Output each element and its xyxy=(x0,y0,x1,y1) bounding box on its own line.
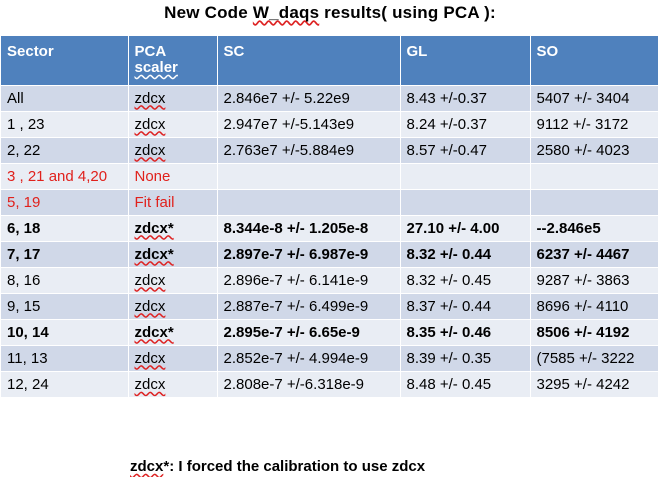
table-row: 3 , 21 and 4,20 None xyxy=(1,163,658,189)
header-pca-scaler: PCA scaler xyxy=(128,36,218,85)
cell-so xyxy=(530,189,658,215)
table-row: 7, 17 zdcx* 2.897e-7 +/- 6.987e-9 8.32 +… xyxy=(1,241,658,267)
cell-sector: 5, 19 xyxy=(1,189,129,215)
footnote-term: zdcx xyxy=(130,458,164,475)
cell-sector: 1 , 23 xyxy=(1,111,129,137)
cell-sector: 7, 17 xyxy=(1,241,129,267)
cell-sc xyxy=(217,189,401,215)
cell-sector: 2, 22 xyxy=(1,137,129,163)
header-sc: SC xyxy=(217,36,401,85)
cell-sc: 2.895e-7 +/- 6.65e-9 xyxy=(217,319,401,345)
table-row: 8, 16 zdcx 2.896e-7 +/- 6.141e-9 8.32 +/… xyxy=(1,267,658,293)
cell-gl: 8.43 +/-0.37 xyxy=(400,85,531,111)
table-row: 6, 18 zdcx* 8.344e-8 +/- 1.205e-8 27.10 … xyxy=(1,215,658,241)
cell-so: 6237 +/- 4467 xyxy=(536,245,630,263)
footnote: zdcx*: I forced the calibration to use z… xyxy=(130,458,425,475)
cell-so: 3295 +/- 4242 xyxy=(536,375,630,393)
cell-pca: Fit fail xyxy=(128,189,218,215)
cell-so: 9112 +/- 3172 xyxy=(536,115,629,133)
header-row: Sector PCA scaler SC GL SO xyxy=(1,36,658,85)
cell-sc: 2.808e-7 +/-6.318e-9 xyxy=(217,371,401,397)
cell-pca: zdcx* xyxy=(128,241,218,267)
table-row: 9, 15 zdcx 2.887e-7 +/- 6.499e-9 8.37 +/… xyxy=(1,293,658,319)
cell-sc: 2.887e-7 +/- 6.499e-9 xyxy=(217,293,401,319)
cell-pca: zdcx xyxy=(128,345,218,371)
cell-pca: zdcx xyxy=(128,267,218,293)
cell-gl: 8.57 +/-0.47 xyxy=(400,137,531,163)
cell-gl: 8.24 +/-0.37 xyxy=(400,111,531,137)
cell-so: 2580 +/- 4023 xyxy=(536,141,630,159)
table-row: 1 , 23 zdcx 2.947e7 +/-5.143e9 8.24 +/-0… xyxy=(1,111,658,137)
cell-sector: 6, 18 xyxy=(1,215,129,241)
header-pca-line1: PCA xyxy=(134,43,167,60)
cell-gl: 8.35 +/- 0.46 xyxy=(400,319,531,345)
header-sector: Sector xyxy=(1,36,129,85)
cell-gl: 8.39 +/- 0.35 xyxy=(400,345,531,371)
header-so: SO xyxy=(536,43,559,60)
header-gl: GL xyxy=(400,36,531,85)
table-row: 11, 13 zdcx 2.852e-7 +/- 4.994e-9 8.39 +… xyxy=(1,345,658,371)
cell-sector: 9, 15 xyxy=(1,293,129,319)
table-row: 5, 19 Fit fail xyxy=(1,189,658,215)
cell-pca: zdcx xyxy=(128,293,218,319)
cell-sector: 8, 16 xyxy=(1,267,129,293)
table-row: 10, 14 zdcx* 2.895e-7 +/- 6.65e-9 8.35 +… xyxy=(1,319,658,345)
cell-sector: 12, 24 xyxy=(1,371,129,397)
cell-sc: 2.852e-7 +/- 4.994e-9 xyxy=(217,345,401,371)
footnote-text: *: I forced the calibration to use zdcx xyxy=(163,458,426,475)
cell-gl: 8.32 +/- 0.45 xyxy=(400,267,531,293)
page-title: New Code W_daqs results( using PCA ): xyxy=(0,3,660,23)
cell-sc xyxy=(217,163,401,189)
header-pca-line2: scaler xyxy=(134,59,178,76)
cell-pca: zdcx xyxy=(128,371,218,397)
cell-sc: 2.763e7 +/-5.884e9 xyxy=(217,137,401,163)
cell-gl: 8.48 +/- 0.45 xyxy=(400,371,531,397)
cell-pca: zdcx xyxy=(128,137,218,163)
cell-sc: 2.947e7 +/-5.143e9 xyxy=(217,111,401,137)
title-prefix: New Code xyxy=(164,3,253,22)
cell-pca: zdcx xyxy=(128,85,218,111)
cell-pca: zdcx xyxy=(128,111,218,137)
cell-gl: 8.32 +/- 0.44 xyxy=(400,241,531,267)
title-code-name: W_daqs xyxy=(252,3,320,22)
cell-gl: 8.37 +/- 0.44 xyxy=(400,293,531,319)
cell-pca: None xyxy=(128,163,218,189)
cell-sector: 10, 14 xyxy=(1,319,129,345)
results-table: Sector PCA scaler SC GL SO All zdcx 2.84… xyxy=(1,36,658,397)
cell-sector: 11, 13 xyxy=(1,345,129,371)
cell-sc: 2.846e7 +/- 5.22e9 xyxy=(217,85,401,111)
cell-sc: 8.344e-8 +/- 1.205e-8 xyxy=(217,215,401,241)
cell-so: --2.846e5 xyxy=(536,219,601,237)
cell-so: 5407 +/- 3404 xyxy=(536,89,630,107)
cell-gl: 27.10 +/- 4.00 xyxy=(400,215,531,241)
cell-pca: zdcx* xyxy=(128,319,218,345)
cell-sc: 2.896e-7 +/- 6.141e-9 xyxy=(217,267,401,293)
table-body: All zdcx 2.846e7 +/- 5.22e9 8.43 +/-0.37… xyxy=(1,85,658,397)
table-header: Sector PCA scaler SC GL SO xyxy=(1,36,658,85)
cell-so: 8506 +/- 4192 xyxy=(536,323,630,341)
table-row: 12, 24 zdcx 2.808e-7 +/-6.318e-9 8.48 +/… xyxy=(1,371,658,397)
cell-pca: zdcx* xyxy=(128,215,218,241)
cell-sc: 2.897e-7 +/- 6.987e-9 xyxy=(217,241,401,267)
cell-so: 8696 +/- 4110 xyxy=(536,297,629,315)
title-suffix: results( using PCA ): xyxy=(319,3,496,22)
cell-sector: All xyxy=(1,85,129,111)
cell-gl xyxy=(400,163,531,189)
cell-so: (7585 +/- 3222 xyxy=(536,349,635,367)
table-row: 2, 22 zdcx 2.763e7 +/-5.884e9 8.57 +/-0.… xyxy=(1,137,658,163)
cell-so xyxy=(530,163,658,189)
cell-so: 9287 +/- 3863 xyxy=(536,271,630,289)
cell-sector: 3 , 21 and 4,20 xyxy=(1,163,129,189)
table-row: All zdcx 2.846e7 +/- 5.22e9 8.43 +/-0.37… xyxy=(1,85,658,111)
cell-gl xyxy=(400,189,531,215)
